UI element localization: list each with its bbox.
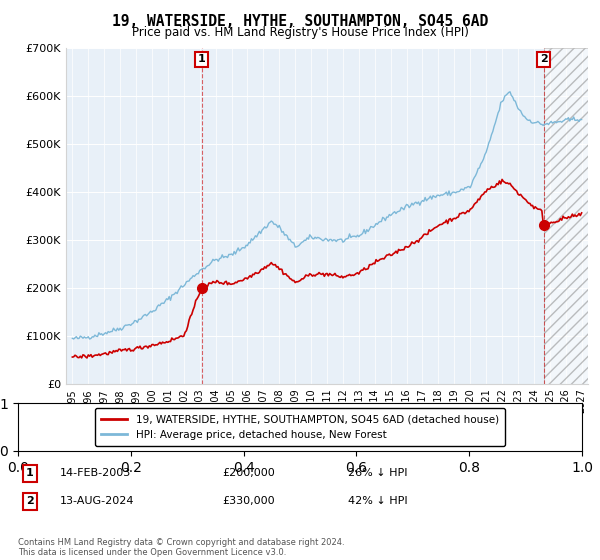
Text: 19, WATERSIDE, HYTHE, SOUTHAMPTON, SO45 6AD: 19, WATERSIDE, HYTHE, SOUTHAMPTON, SO45 …	[112, 14, 488, 29]
Text: Contains HM Land Registry data © Crown copyright and database right 2024.
This d: Contains HM Land Registry data © Crown c…	[18, 538, 344, 557]
Text: 1: 1	[26, 468, 34, 478]
Text: 26% ↓ HPI: 26% ↓ HPI	[348, 468, 407, 478]
Text: 1: 1	[198, 54, 205, 64]
Text: 2: 2	[540, 54, 548, 64]
Text: Price paid vs. HM Land Registry's House Price Index (HPI): Price paid vs. HM Land Registry's House …	[131, 26, 469, 39]
Text: £200,000: £200,000	[222, 468, 275, 478]
Text: 2: 2	[26, 496, 34, 506]
Text: 13-AUG-2024: 13-AUG-2024	[60, 496, 134, 506]
Bar	[544, 48, 588, 384]
Text: £330,000: £330,000	[222, 496, 275, 506]
Text: 42% ↓ HPI: 42% ↓ HPI	[348, 496, 407, 506]
Text: 14-FEB-2003: 14-FEB-2003	[60, 468, 131, 478]
Legend: 19, WATERSIDE, HYTHE, SOUTHAMPTON, SO45 6AD (detached house), HPI: Average price: 19, WATERSIDE, HYTHE, SOUTHAMPTON, SO45 …	[95, 408, 505, 446]
